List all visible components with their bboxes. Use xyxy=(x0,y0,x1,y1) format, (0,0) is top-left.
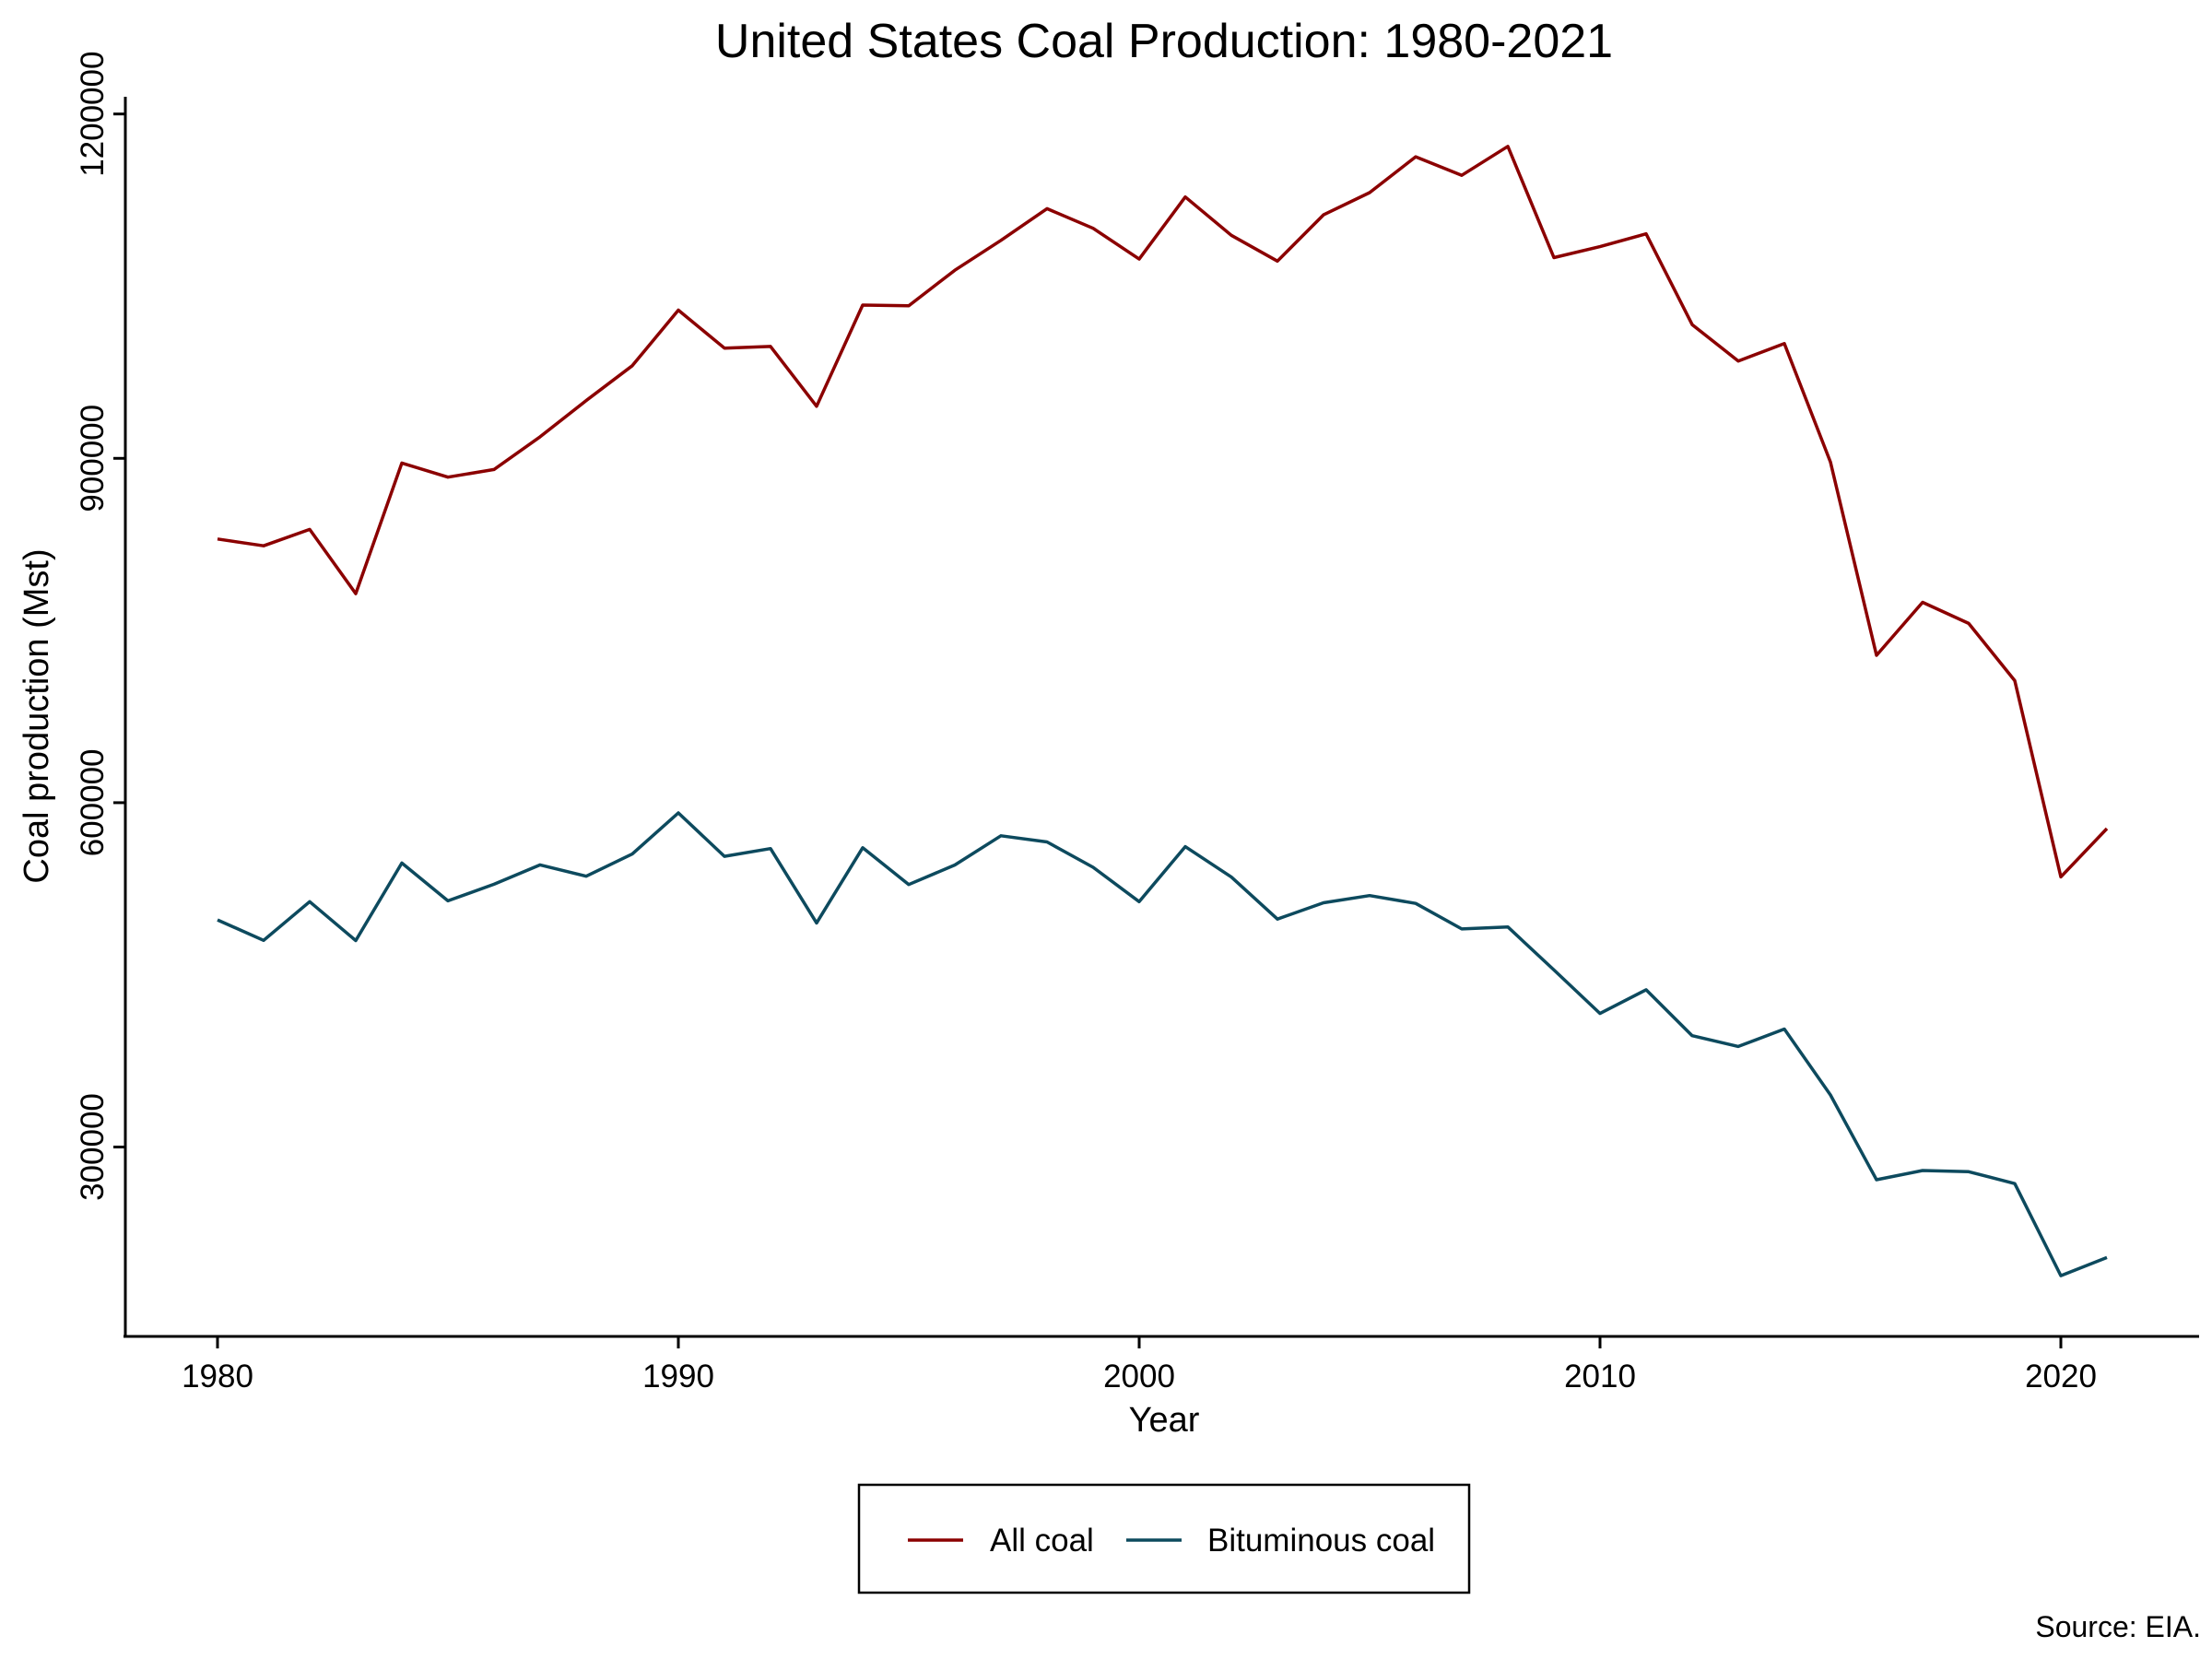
x-tick-label-2020: 2020 xyxy=(2025,1359,2097,1394)
x-tick-label-1990: 1990 xyxy=(642,1359,714,1394)
y-tick-label-600000: 600000 xyxy=(75,749,111,857)
x-tick-label-2010: 2010 xyxy=(1564,1359,1636,1394)
series-line-all-coal xyxy=(217,145,2109,879)
x-tick-label-2000: 2000 xyxy=(1103,1359,1175,1394)
legend: All coal Bituminous coal xyxy=(857,1483,1471,1594)
y-axis-label: Coal production (Mst) xyxy=(18,548,56,883)
source-note: Source: EIA. xyxy=(2035,1610,2201,1643)
x-axis: 1980 1990 2000 2010 2020 xyxy=(124,1335,2199,1394)
legend-label-all-coal: All coal xyxy=(990,1523,1094,1559)
series-line-bituminous-coal xyxy=(217,811,2108,1277)
x-tick-label-1980: 1980 xyxy=(182,1359,253,1394)
y-tick-label-900000: 900000 xyxy=(75,405,111,512)
y-tick-label-300000: 300000 xyxy=(75,1093,111,1201)
legend-label-bituminous-coal: Bituminous coal xyxy=(1207,1523,1435,1559)
x-axis-label: Year xyxy=(1129,1401,1200,1440)
series-layer xyxy=(217,145,2109,1277)
chart-title: United States Coal Production: 1980-2021 xyxy=(715,15,1613,68)
y-axis: 300000 600000 900000 1200000 xyxy=(75,52,127,1337)
y-tick-label-1200000: 1200000 xyxy=(75,52,111,177)
